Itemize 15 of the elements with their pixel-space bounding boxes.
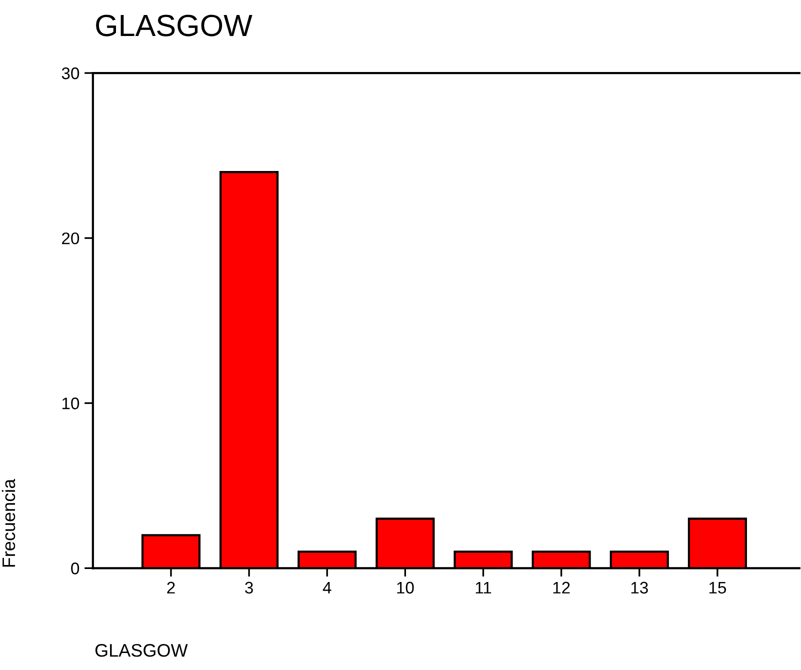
x-axis-title: GLASGOW — [95, 644, 188, 657]
y-tick-label: 10 — [62, 398, 80, 410]
y-axis-title: Frecuencia — [2, 478, 16, 567]
x-tick-label: 12 — [553, 582, 570, 594]
x-tick-label: 2 — [167, 582, 175, 594]
x-tick-label: 11 — [476, 582, 492, 594]
y-tick-label: 0 — [71, 562, 80, 574]
x-tick-label: 10 — [397, 582, 414, 594]
x-tick-label: 13 — [631, 582, 648, 594]
y-tick-label: 30 — [62, 67, 80, 80]
x-tick-label: 3 — [245, 582, 253, 594]
x-tick-label: 4 — [322, 582, 332, 594]
y-tick-label: 20 — [62, 232, 80, 244]
chart-title: GLASGOW — [96, 14, 252, 36]
x-tick-label: 15 — [709, 582, 726, 594]
